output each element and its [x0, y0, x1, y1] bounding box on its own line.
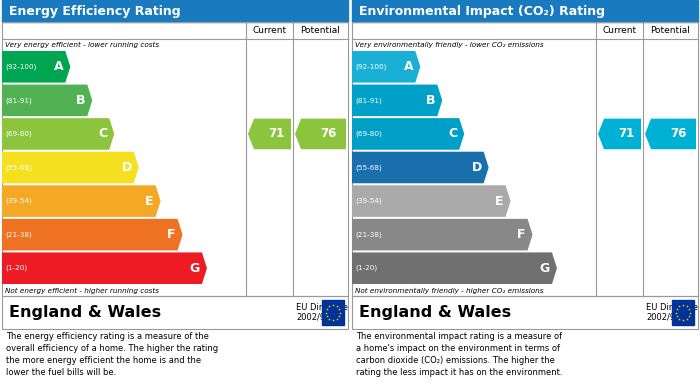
Text: E: E [495, 195, 503, 208]
Text: (69-80): (69-80) [355, 131, 382, 137]
Polygon shape [2, 118, 114, 150]
Text: The environmental impact rating is a measure of
a home's impact on the environme: The environmental impact rating is a mea… [356, 332, 563, 377]
Text: C: C [98, 127, 107, 140]
Polygon shape [352, 118, 464, 150]
Text: Not environmentally friendly - higher CO₂ emissions: Not environmentally friendly - higher CO… [355, 287, 543, 294]
Polygon shape [352, 185, 510, 217]
Text: D: D [471, 161, 482, 174]
Polygon shape [2, 84, 92, 116]
Text: England & Wales: England & Wales [359, 305, 511, 320]
Bar [322, 300, 344, 325]
Text: Energy Efficiency Rating: Energy Efficiency Rating [9, 5, 181, 18]
Text: (92-100): (92-100) [355, 63, 386, 70]
Polygon shape [645, 118, 696, 149]
Text: Environmental Impact (CO₂) Rating: Environmental Impact (CO₂) Rating [359, 5, 605, 18]
Bar [352, 0, 698, 22]
Text: 76: 76 [320, 127, 336, 140]
Polygon shape [352, 51, 420, 83]
Text: G: G [540, 262, 550, 275]
Polygon shape [2, 219, 183, 250]
Polygon shape [2, 185, 160, 217]
Bar [2, 0, 348, 22]
Text: D: D [121, 161, 132, 174]
Text: 2002/91/EC: 2002/91/EC [646, 313, 694, 322]
Text: Current: Current [253, 26, 286, 35]
Polygon shape [2, 253, 207, 284]
Text: Current: Current [603, 26, 636, 35]
Text: C: C [448, 127, 457, 140]
Bar [672, 300, 694, 325]
Text: Very environmentally friendly - lower CO₂ emissions: Very environmentally friendly - lower CO… [355, 41, 544, 48]
Text: EU Directive: EU Directive [646, 303, 698, 312]
Polygon shape [598, 118, 641, 149]
Bar [2, 22, 348, 296]
Text: 76: 76 [670, 127, 686, 140]
Polygon shape [352, 152, 489, 183]
Text: (81-91): (81-91) [5, 97, 32, 104]
Text: (39-54): (39-54) [5, 198, 32, 204]
Polygon shape [352, 84, 442, 116]
Text: 71: 71 [268, 127, 284, 140]
Text: (1-20): (1-20) [355, 265, 377, 271]
Text: E: E [145, 195, 153, 208]
Text: G: G [190, 262, 200, 275]
Text: Not energy efficient - higher running costs: Not energy efficient - higher running co… [5, 287, 159, 294]
Text: 71: 71 [618, 127, 634, 140]
Text: A: A [404, 60, 413, 73]
Bar [352, 296, 698, 329]
Polygon shape [352, 219, 533, 250]
Bar [352, 22, 698, 296]
Text: F: F [167, 228, 176, 241]
Text: (21-38): (21-38) [355, 231, 382, 238]
Text: 2002/91/EC: 2002/91/EC [296, 313, 344, 322]
Text: (81-91): (81-91) [355, 97, 382, 104]
Text: England & Wales: England & Wales [9, 305, 161, 320]
Text: Potential: Potential [650, 26, 690, 35]
Text: (92-100): (92-100) [5, 63, 36, 70]
Text: (69-80): (69-80) [5, 131, 32, 137]
Text: F: F [517, 228, 526, 241]
Polygon shape [2, 152, 139, 183]
Text: A: A [54, 60, 63, 73]
Text: Very energy efficient - lower running costs: Very energy efficient - lower running co… [5, 41, 159, 48]
Text: Potential: Potential [300, 26, 340, 35]
Text: B: B [76, 94, 85, 107]
Text: (1-20): (1-20) [5, 265, 27, 271]
Text: (55-68): (55-68) [355, 164, 382, 171]
Text: EU Directive: EU Directive [296, 303, 348, 312]
Text: (39-54): (39-54) [355, 198, 382, 204]
Polygon shape [352, 253, 557, 284]
Text: The energy efficiency rating is a measure of the
overall efficiency of a home. T: The energy efficiency rating is a measur… [6, 332, 218, 377]
Polygon shape [295, 118, 346, 149]
Bar [2, 296, 348, 329]
Polygon shape [248, 118, 291, 149]
Text: (21-38): (21-38) [5, 231, 32, 238]
Text: B: B [426, 94, 435, 107]
Polygon shape [2, 51, 70, 83]
Text: (55-68): (55-68) [5, 164, 32, 171]
